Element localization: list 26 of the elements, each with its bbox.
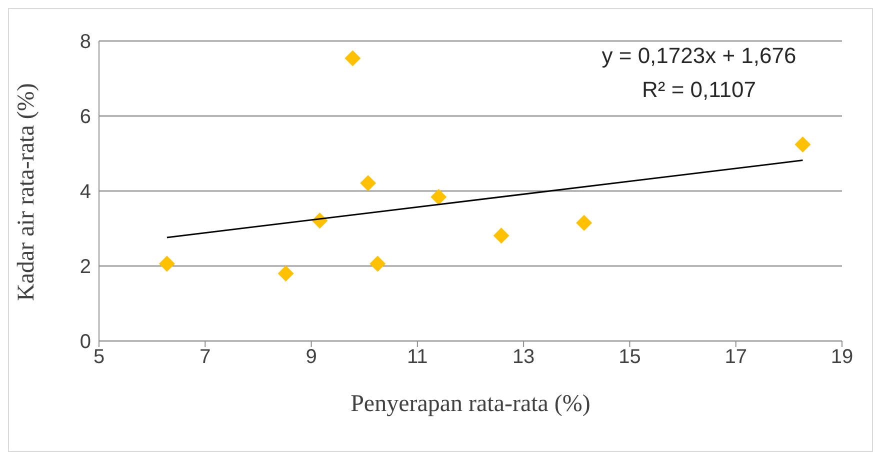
point: [794, 136, 811, 152]
point: [278, 266, 294, 282]
x-tick-label: 13: [512, 346, 535, 368]
point: [430, 189, 447, 205]
y-tick-label: 0: [80, 331, 91, 354]
x-tick-label: 9: [306, 346, 317, 368]
point: [370, 256, 386, 272]
y-tick-label: 8: [80, 31, 91, 54]
point: [344, 50, 361, 66]
x-tick-label: 19: [830, 346, 854, 368]
y-tick-label: 4: [80, 181, 91, 204]
x-tick-label: 5: [93, 346, 105, 368]
point: [360, 175, 376, 192]
x-tick-label: 15: [618, 346, 641, 368]
x-tick-label: 11: [407, 346, 428, 368]
x-tick-label: 17: [724, 346, 747, 368]
y-axis-title: Kadar air rata-rata (%): [14, 83, 40, 301]
y-tick-label: 6: [80, 106, 91, 128]
point: [576, 214, 592, 231]
point: [493, 228, 510, 244]
annotation: y = 0,1723x + 1,676: [600, 42, 798, 70]
point: [158, 256, 175, 272]
x-axis-title: Penyerapan rata-rata (%): [350, 391, 590, 417]
annotation: R² = 0,1107: [641, 76, 757, 104]
y-tick-label: 2: [80, 256, 91, 278]
x-tick-label: 7: [200, 346, 211, 368]
